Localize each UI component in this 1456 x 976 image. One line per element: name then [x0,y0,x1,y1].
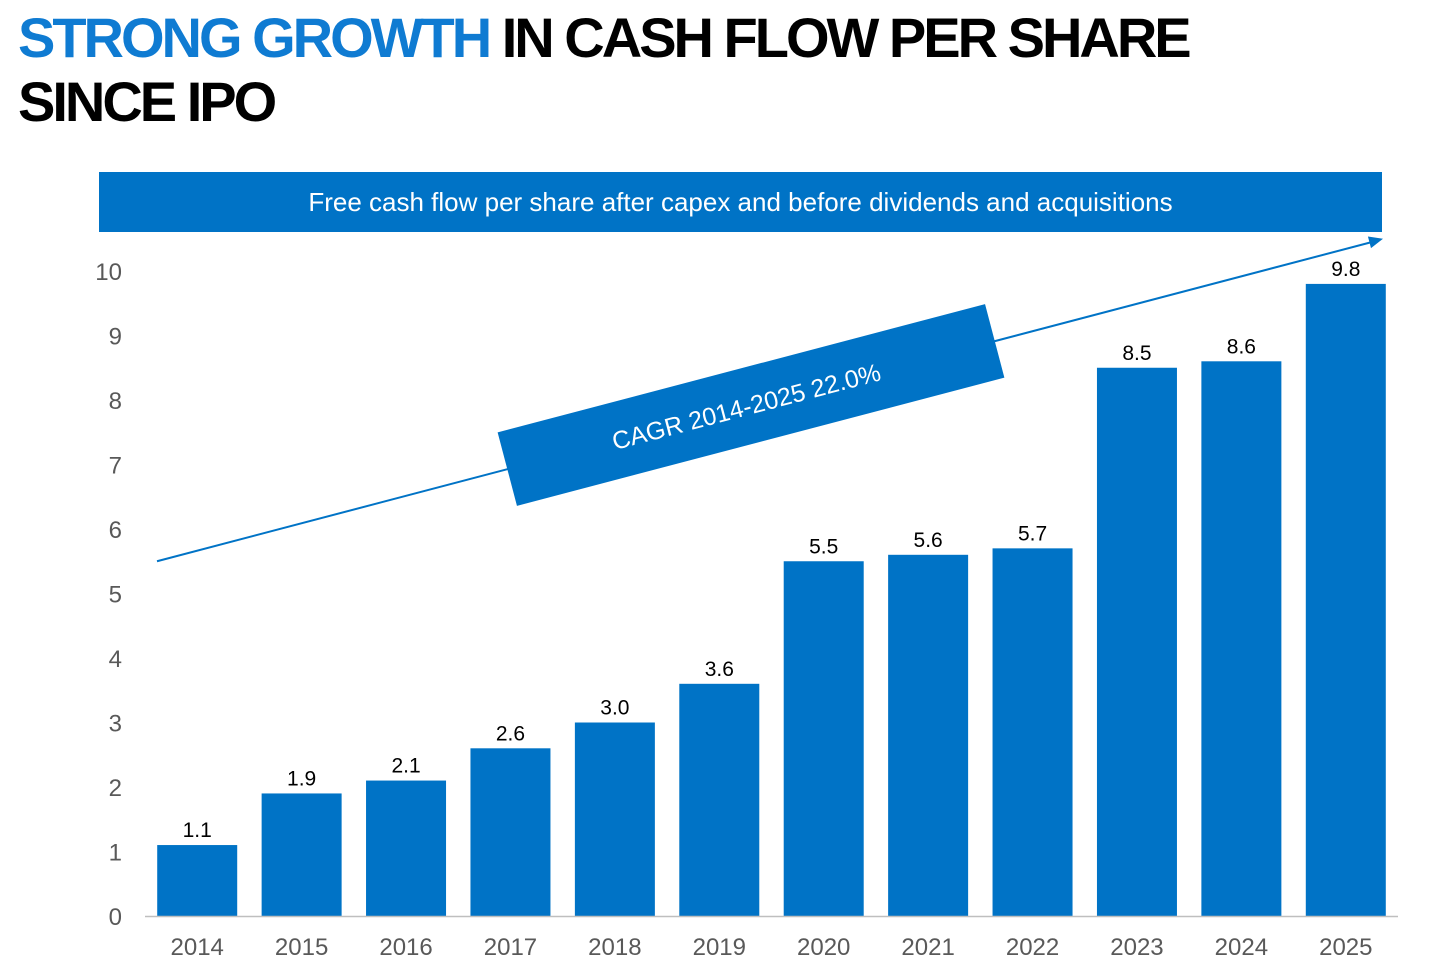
x-tick-label: 2024 [1215,934,1268,961]
bar [1305,283,1386,916]
y-tick-label: 6 [109,517,122,544]
bar-value-label: 1.9 [287,767,316,790]
bar-value-label: 8.5 [1122,342,1151,365]
page-title: STRONG GROWTH IN CASH FLOW PER SHARE SIN… [18,6,1318,134]
bar [1201,361,1282,916]
bar [470,748,551,916]
bar [992,548,1073,916]
y-tick-label: 9 [109,324,122,351]
title-rest: IN CASH FLOW PER SHARE SINCE IPO [18,6,1192,133]
x-tick-label: 2025 [1319,934,1372,961]
x-tick-label: 2016 [379,934,432,961]
title-accent: STRONG GROWTH [18,6,492,69]
bar-value-label: 5.7 [1018,522,1047,545]
y-tick-label: 2 [109,775,122,802]
bar-value-label: 3.6 [705,658,734,681]
bar-value-label: 9.8 [1331,258,1360,281]
bar [783,561,864,916]
cagr-box [497,304,1005,506]
bar [261,793,342,916]
x-tick-label: 2023 [1110,934,1163,961]
x-tick-label: 2019 [693,934,746,961]
x-tick-label: 2022 [1006,934,1059,961]
x-tick-label: 2020 [797,934,850,961]
x-tick-label: 2014 [171,934,224,961]
x-tick-label: 2015 [275,934,328,961]
chart-banner: Free cash flow per share after capex and… [99,172,1382,232]
y-tick-label: 3 [109,711,122,738]
x-tick-label: 2017 [484,934,537,961]
y-tick-label: 8 [109,388,122,415]
bar [679,683,760,916]
bar [888,554,969,916]
y-tick-label: 0 [109,904,122,931]
bar-value-label: 5.6 [914,529,943,552]
y-tick-label: 5 [109,582,122,609]
bar-value-label: 3.0 [600,697,629,720]
bar [366,780,447,916]
y-tick-label: 4 [109,646,122,673]
y-tick-label: 7 [109,453,122,480]
bar-value-label: 5.5 [809,535,838,558]
bar-value-label: 2.6 [496,722,525,745]
bar [1096,367,1177,916]
bar [157,845,238,916]
x-tick-label: 2018 [588,934,641,961]
trend-arrowhead [1367,236,1383,249]
y-tick-label: 10 [95,259,122,286]
cagr-callout: CAGR 2014-2025 22.0% [497,304,1005,506]
x-tick-label: 2021 [901,934,954,961]
bar-value-label: 2.1 [391,755,420,778]
bar-value-label: 1.1 [183,819,212,842]
bar [574,722,655,916]
y-tick-label: 1 [109,840,122,867]
bar-value-label: 8.6 [1227,335,1256,358]
